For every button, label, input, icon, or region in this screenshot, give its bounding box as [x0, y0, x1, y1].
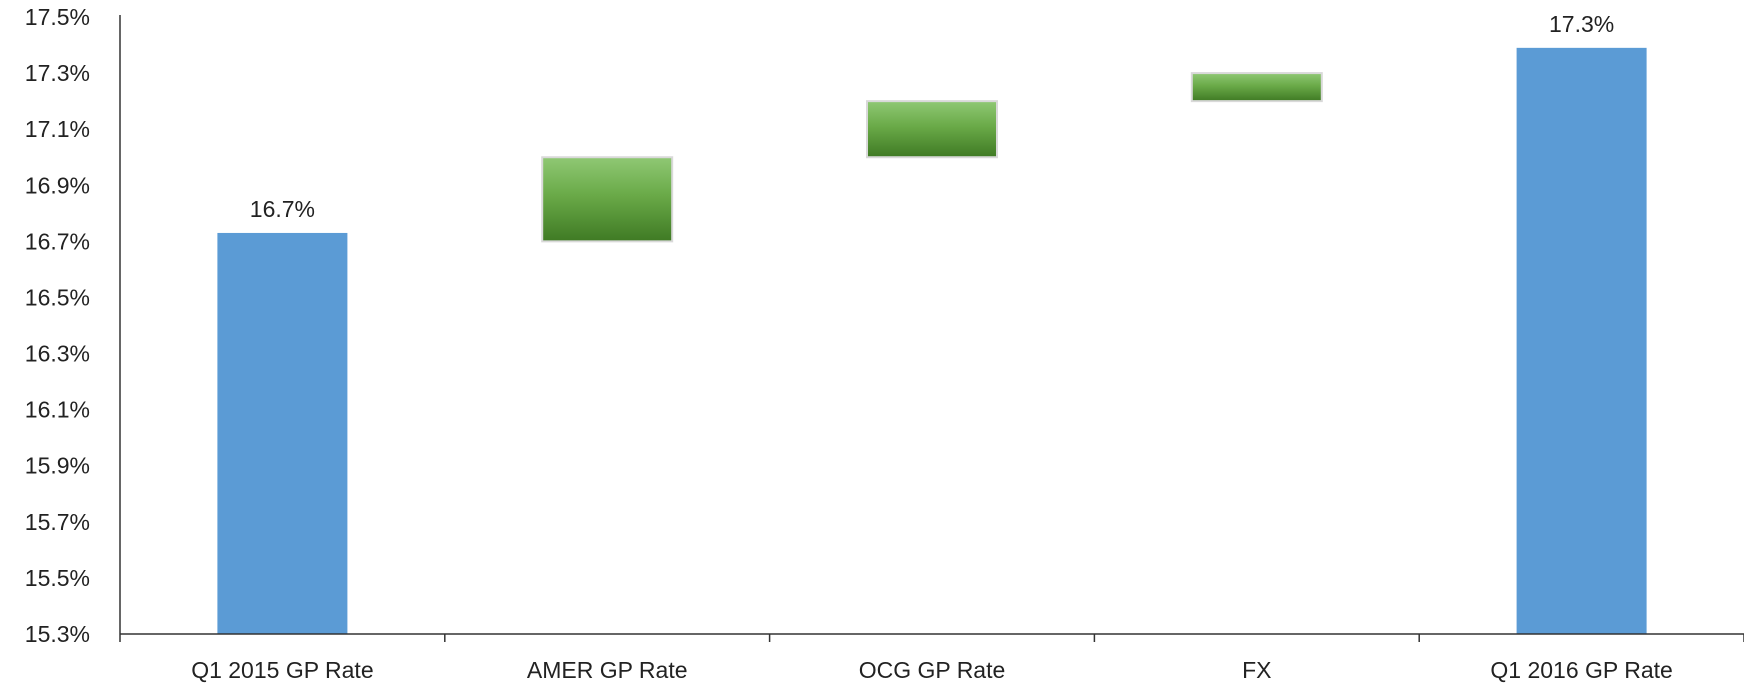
increase-bar — [866, 100, 998, 159]
bar-data-label: 16.7% — [250, 196, 315, 222]
total-bar — [1516, 47, 1647, 635]
y-tick-label: 15.9% — [25, 453, 90, 479]
y-tick-label: 17.3% — [25, 60, 90, 86]
y-tick-label: 17.5% — [25, 4, 90, 30]
increase-bar — [1190, 72, 1323, 103]
axes-group — [119, 15, 1744, 642]
y-tick-label: 15.7% — [25, 509, 90, 535]
y-tick-label: 16.9% — [25, 172, 90, 198]
y-tick-label: 15.5% — [25, 565, 90, 591]
total-bar — [217, 232, 348, 634]
y-tick-label: 16.3% — [25, 341, 90, 367]
y-tick-label: 16.1% — [25, 397, 90, 423]
x-category-label: AMER GP Rate — [527, 657, 688, 683]
x-category-label: Q1 2015 GP Rate — [191, 657, 373, 683]
y-tick-label: 17.1% — [25, 116, 90, 142]
x-category-label: OCG GP Rate — [859, 657, 1006, 683]
y-tick-label: 16.5% — [25, 284, 90, 310]
y-tick-label: 15.3% — [25, 621, 90, 647]
bars-group — [217, 47, 1647, 635]
bar-data-label: 17.3% — [1549, 11, 1614, 37]
data-labels-group: 16.7% 17.3% — [250, 11, 1614, 222]
x-category-label: FX — [1242, 657, 1271, 683]
x-category-label: Q1 2016 GP Rate — [1490, 657, 1672, 683]
y-axis-tick-labels: 15.3% 15.5% 15.7% 15.9% 16.1% 16.3% 16.5% 16.7%… — [25, 4, 90, 647]
y-tick-label: 16.7% — [25, 228, 90, 254]
increase-bar — [541, 156, 674, 243]
x-axis-category-labels: Q1 2015 GP Rate AMER GP Rate OCG GP Rate FX… — [191, 657, 1673, 683]
